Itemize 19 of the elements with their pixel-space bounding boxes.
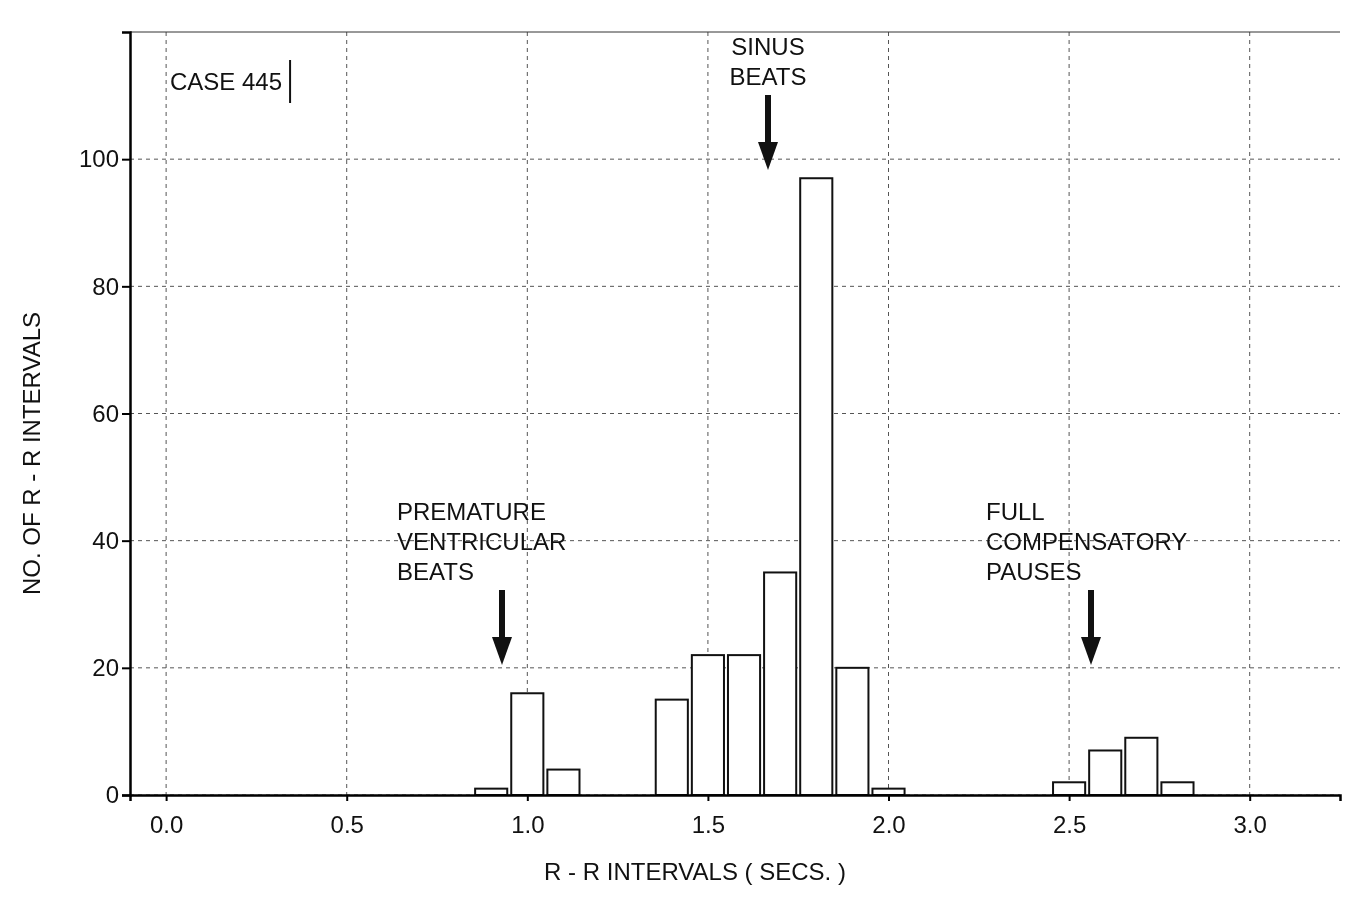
x-tick-label: 2.0: [872, 810, 906, 838]
y-tick-label: 20: [92, 654, 119, 682]
y-tick-label: 0: [105, 781, 119, 809]
y-tick-label: 100: [78, 145, 119, 173]
x-tick-label: 2.5: [1052, 810, 1087, 838]
x-tick-label: 0.5: [330, 810, 364, 838]
annotation: PREMATURE VENTRICULAR BEATS: [397, 498, 567, 585]
y-tick-label: 80: [92, 272, 119, 300]
y-tick-label: 40: [92, 526, 119, 554]
x-tick-label: 1.5: [691, 810, 726, 838]
annotation: SINUS BEATS: [729, 33, 807, 90]
y-tick-label: 60: [92, 399, 119, 427]
x-axis-title: R - R INTERVALS ( SECS. ): [544, 858, 846, 885]
y-axis-title: NO. OF R - R INTERVALS: [18, 311, 45, 596]
annotation: CASE 445: [170, 68, 283, 95]
x-tick-label: 3.0: [1233, 810, 1267, 838]
annotation: FULL COMPENSATORY PAUSES: [986, 498, 1188, 585]
x-tick-label: 1.0: [511, 810, 545, 838]
x-tick-label: 0.0: [149, 810, 184, 838]
